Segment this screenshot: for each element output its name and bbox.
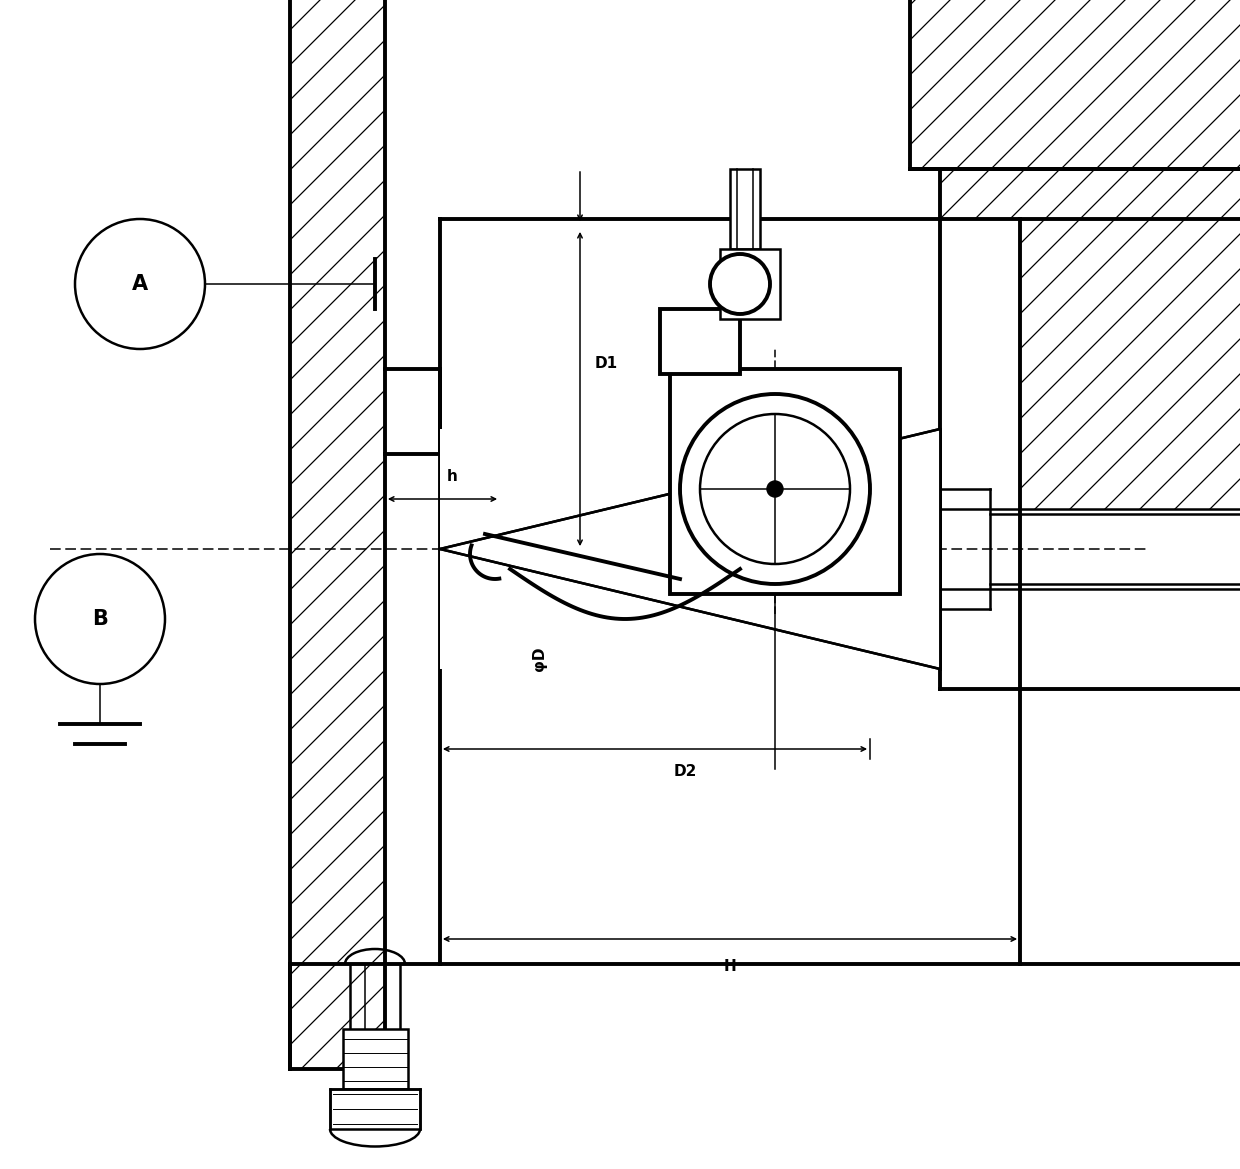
Circle shape: [680, 394, 870, 584]
Text: φD: φD: [532, 646, 548, 671]
Text: A: A: [131, 274, 148, 293]
Bar: [940, 170, 1240, 509]
Bar: [670, 369, 900, 594]
Bar: [330, 1090, 420, 1129]
Bar: [342, 1029, 408, 1090]
Circle shape: [74, 219, 205, 350]
Text: D2: D2: [673, 765, 697, 779]
Bar: [730, 170, 760, 249]
Bar: [660, 309, 740, 374]
Circle shape: [711, 254, 770, 314]
Text: D1: D1: [595, 357, 618, 372]
Text: H: H: [724, 959, 737, 974]
Circle shape: [768, 480, 782, 497]
Text: B: B: [92, 609, 108, 629]
Bar: [720, 249, 780, 319]
Bar: [910, 0, 1240, 170]
Bar: [940, 589, 1240, 689]
Bar: [440, 429, 940, 669]
Circle shape: [35, 554, 165, 684]
Bar: [290, 0, 384, 1068]
Circle shape: [701, 414, 849, 563]
Bar: [440, 219, 1021, 964]
Text: h: h: [448, 469, 458, 484]
